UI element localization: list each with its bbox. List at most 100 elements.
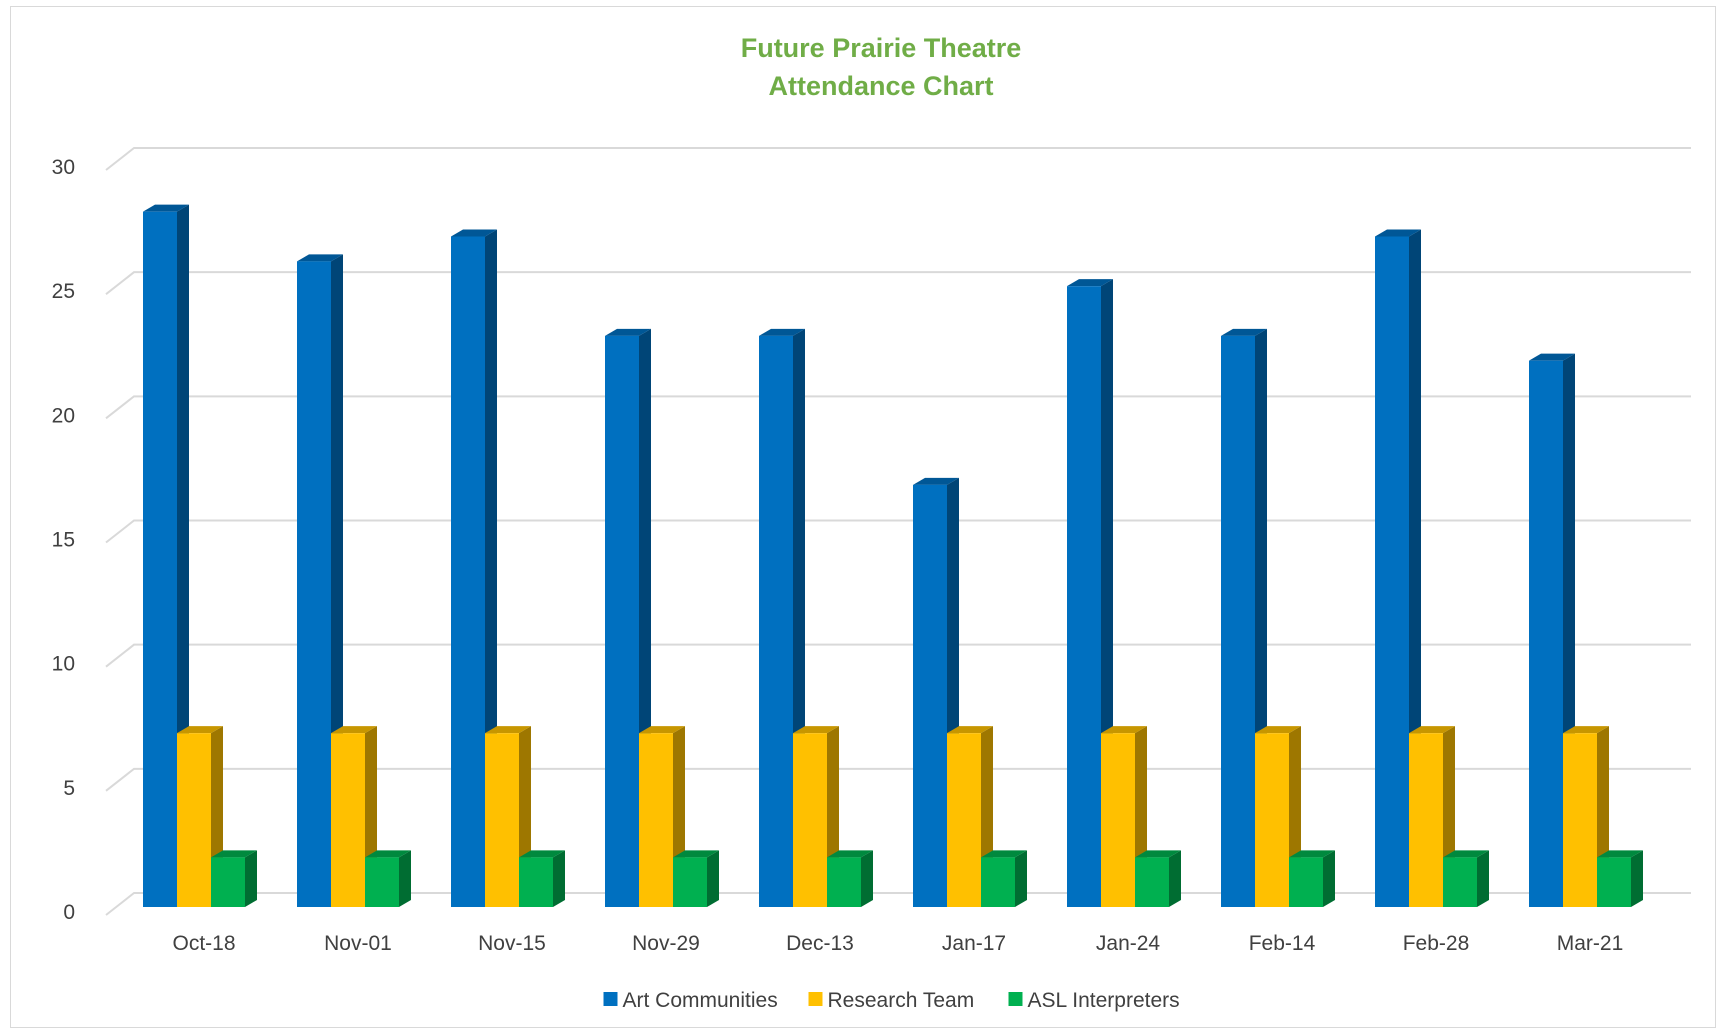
x-tick-label: Jan-17 bbox=[942, 932, 1006, 955]
bar-front bbox=[331, 733, 365, 907]
bar-top bbox=[1101, 726, 1147, 734]
bar-top bbox=[297, 254, 343, 262]
bar-front bbox=[1067, 286, 1101, 908]
bar-front bbox=[1375, 236, 1409, 907]
bar-top bbox=[1409, 726, 1455, 734]
bar-side bbox=[1323, 850, 1335, 907]
bar-top bbox=[1443, 850, 1489, 858]
bar-front bbox=[947, 733, 981, 907]
bar-top bbox=[1597, 850, 1643, 858]
bar-top bbox=[1375, 229, 1421, 237]
bar bbox=[1443, 850, 1489, 907]
bar-top bbox=[365, 850, 411, 858]
bar-side bbox=[861, 850, 873, 907]
bar-top bbox=[1529, 353, 1575, 361]
bar-front bbox=[297, 261, 331, 907]
bar-front bbox=[1221, 335, 1255, 907]
bars bbox=[143, 204, 1643, 908]
bar-front bbox=[177, 733, 211, 907]
bar-top bbox=[211, 850, 257, 858]
x-tick-label: Mar-21 bbox=[1557, 932, 1624, 955]
bar-front bbox=[1563, 733, 1597, 907]
bar-top bbox=[913, 477, 959, 485]
bar-front bbox=[673, 857, 707, 907]
bar-side bbox=[1169, 850, 1181, 907]
bar-front bbox=[913, 484, 947, 907]
bar-top bbox=[519, 850, 565, 858]
bar-front bbox=[365, 857, 399, 907]
gridline bbox=[105, 395, 1691, 420]
bar-top bbox=[143, 204, 189, 212]
gridline bbox=[105, 767, 1691, 792]
bar-front bbox=[1255, 733, 1289, 907]
bar-front bbox=[143, 211, 177, 907]
bar-front bbox=[793, 733, 827, 907]
bar bbox=[365, 850, 411, 907]
bar bbox=[211, 850, 257, 907]
bar-side bbox=[1631, 850, 1643, 907]
y-tick-label: 10 bbox=[52, 653, 75, 676]
x-tick-label: Dec-13 bbox=[786, 932, 854, 955]
legend-swatch bbox=[603, 992, 618, 1006]
bar-top bbox=[331, 726, 377, 734]
bar-top bbox=[759, 328, 805, 336]
bar bbox=[485, 726, 531, 907]
y-tick-label: 15 bbox=[52, 529, 75, 552]
bar-front bbox=[1289, 857, 1323, 907]
bar-front bbox=[827, 857, 861, 907]
bar bbox=[981, 850, 1027, 907]
gridlines bbox=[105, 147, 1691, 916]
x-tick-label: Nov-01 bbox=[324, 932, 392, 955]
bar-front bbox=[981, 857, 1015, 907]
bar-top bbox=[1563, 726, 1609, 734]
bar-top bbox=[485, 726, 531, 734]
bar bbox=[1597, 850, 1643, 907]
bar-front bbox=[1101, 733, 1135, 907]
bar-front bbox=[519, 857, 553, 907]
bar-front bbox=[1443, 857, 1477, 907]
bar-front bbox=[1529, 360, 1563, 908]
gridline bbox=[105, 643, 1691, 668]
bar bbox=[1135, 850, 1181, 907]
bar-top bbox=[1289, 850, 1335, 858]
bar-top bbox=[177, 726, 223, 734]
bar-front bbox=[605, 335, 639, 907]
chart-area: Future Prairie Theatre Attendance Chart … bbox=[10, 6, 1716, 1028]
x-tick-label: Feb-28 bbox=[1403, 932, 1470, 955]
bar-front bbox=[451, 236, 485, 907]
y-tick-label: 25 bbox=[52, 280, 75, 303]
y-axis-ticks: 0 5 10 15 20 25 30 bbox=[52, 156, 75, 924]
legend-swatch bbox=[1008, 992, 1023, 1006]
bar bbox=[913, 477, 959, 907]
bar-top bbox=[1255, 726, 1301, 734]
legend-label: Research Team bbox=[828, 989, 975, 1012]
bar-top bbox=[947, 726, 993, 734]
gridline bbox=[105, 147, 1691, 171]
bar-side bbox=[1477, 850, 1489, 907]
x-tick-label: Nov-29 bbox=[632, 932, 700, 955]
y-tick-label: 0 bbox=[63, 901, 75, 924]
bar-front bbox=[211, 857, 245, 907]
bar-top bbox=[451, 229, 497, 237]
bar-side bbox=[245, 850, 257, 907]
bar-top bbox=[827, 850, 873, 858]
y-tick-label: 30 bbox=[52, 156, 75, 179]
bar-top bbox=[639, 726, 685, 734]
bar-front bbox=[1135, 857, 1169, 907]
bar-top bbox=[605, 328, 651, 336]
legend-item: Research Team bbox=[808, 989, 975, 1012]
x-axis-ticks: Oct-18 Nov-01 Nov-15 Nov-29 Dec-13 Jan-17 Jan-… bbox=[172, 932, 1623, 955]
chart-title-line-2: Attendance Chart bbox=[768, 71, 993, 101]
bar-top bbox=[673, 850, 719, 858]
gridline bbox=[105, 271, 1691, 295]
bar bbox=[519, 850, 565, 907]
bar-top bbox=[1221, 328, 1267, 336]
legend: Art Communities Research Team ASL Interpre… bbox=[603, 989, 1180, 1012]
bar-top bbox=[1135, 850, 1181, 858]
x-tick-label: Nov-15 bbox=[478, 932, 546, 955]
legend-swatch bbox=[808, 992, 823, 1006]
bar-side bbox=[1015, 850, 1027, 907]
legend-label: Art Communities bbox=[623, 989, 778, 1012]
legend-item: ASL Interpreters bbox=[1008, 989, 1180, 1012]
bar-side bbox=[707, 850, 719, 907]
